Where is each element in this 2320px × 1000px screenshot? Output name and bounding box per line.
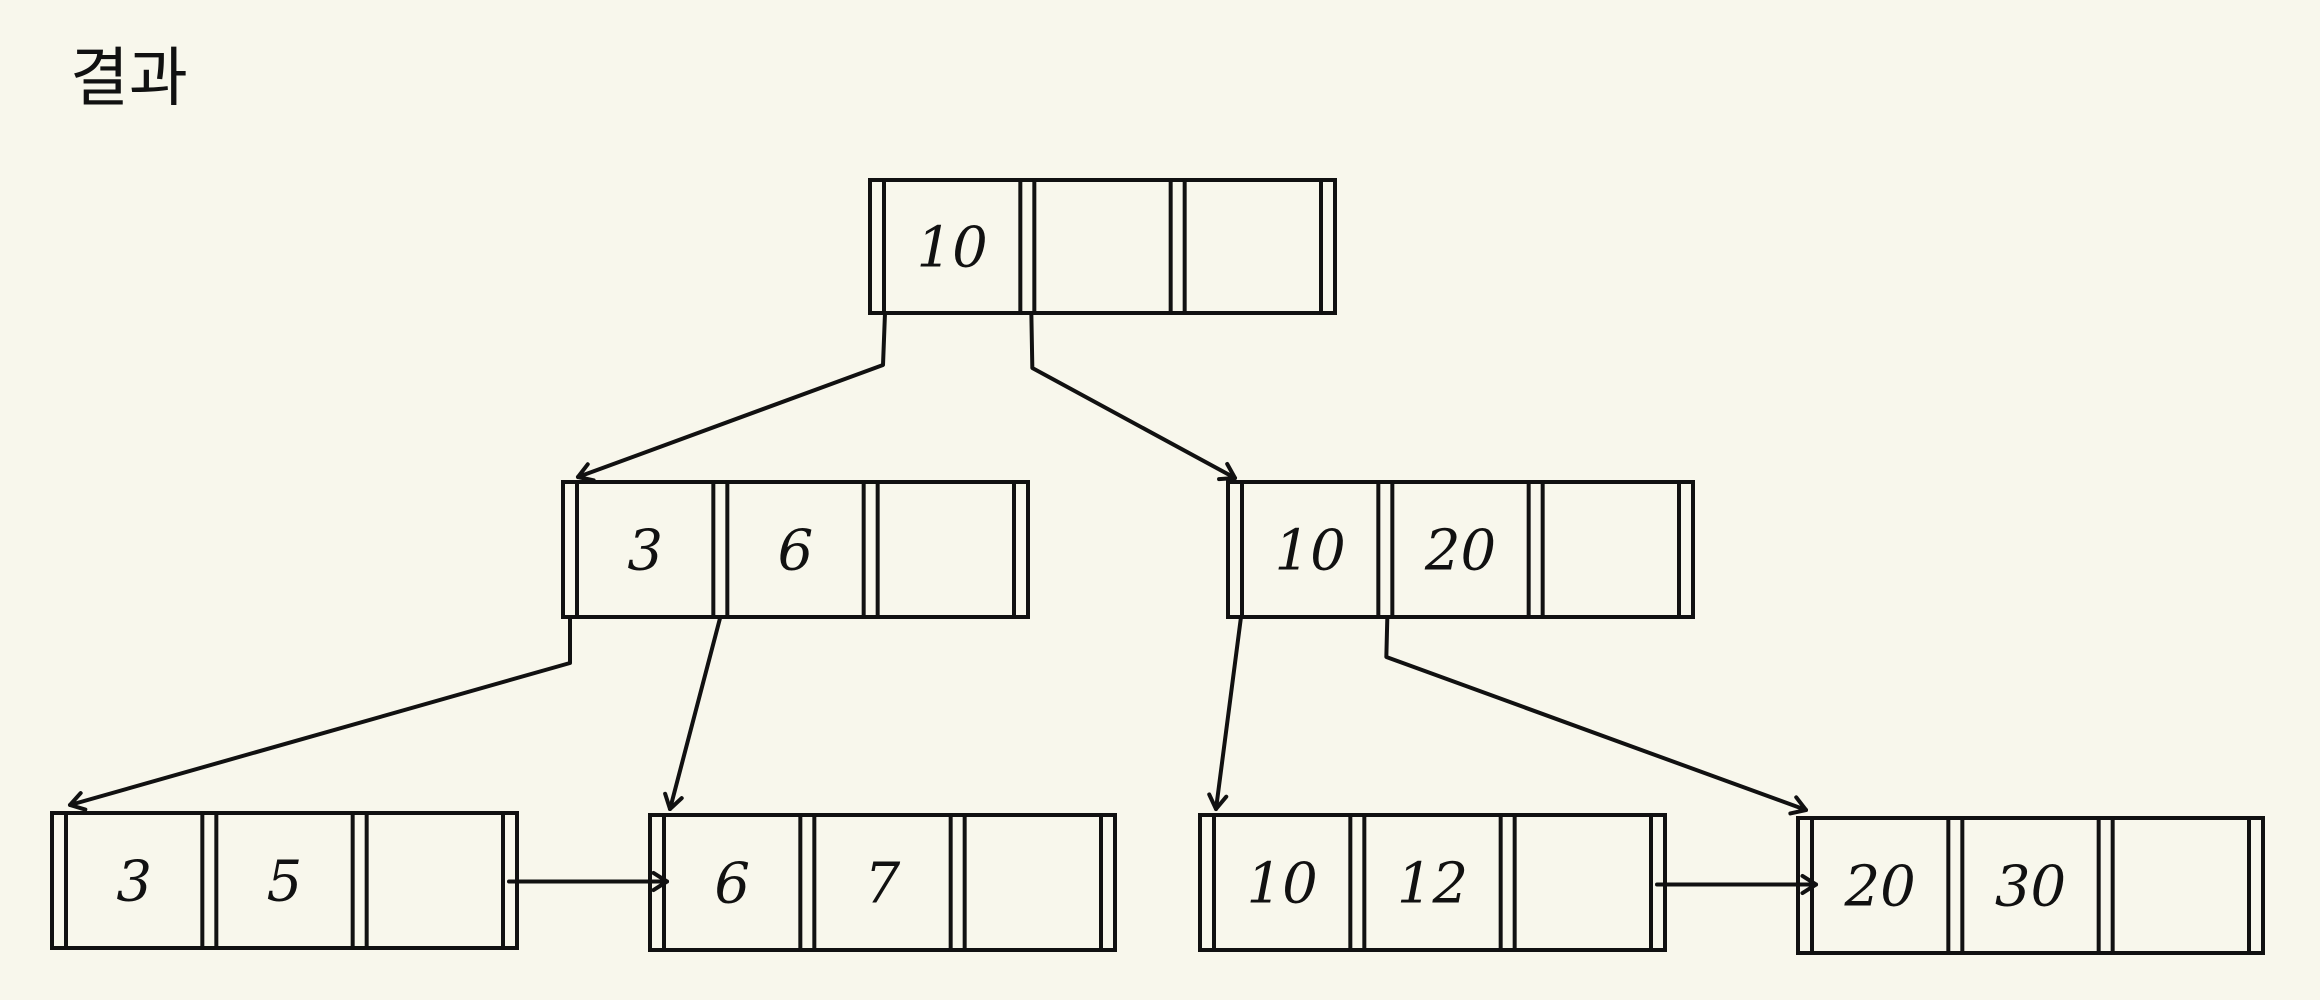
- edge-root-to-internal-1-arrowhead: [576, 462, 596, 483]
- leaf-node-1-key-2: 5: [267, 850, 303, 915]
- leaf-node-3: 10 12: [1198, 813, 1667, 952]
- internal-node-1-frame: [561, 480, 1030, 619]
- leaf-node-4-key-2: 30: [1995, 855, 2066, 920]
- internal-node-2-frame: [1226, 480, 1695, 619]
- leaf-node-3-key-1: 10: [1247, 852, 1318, 917]
- internal-node-2-key-1: 10: [1275, 519, 1346, 584]
- edge-internal-1-to-leaf-1-arrowhead: [68, 791, 88, 812]
- leaf-node-3-frame: [1198, 813, 1667, 952]
- edge-internal-2-to-leaf-4: [1384, 615, 1808, 812]
- edge-internal-1-to-leaf-1: [68, 615, 572, 807]
- diagram-title: 결과: [70, 42, 188, 116]
- internal-node-2: 10 20: [1226, 480, 1695, 619]
- leaf-node-2-frame: [648, 813, 1117, 952]
- root-node-key-1: 10: [917, 216, 988, 281]
- root-node-frame: [868, 178, 1337, 315]
- leaf-node-4-key-1: 20: [1844, 855, 1916, 920]
- edge-internal-1-to-leaf-2: [668, 615, 723, 811]
- leaf-node-1-key-1: 3: [116, 850, 152, 915]
- edge-internal-1-to-leaf-2-arrowhead: [663, 791, 684, 811]
- root-node: 10: [868, 178, 1337, 315]
- leaf-node-4-frame: [1796, 816, 2265, 955]
- leaf-node-2-key-2: 7: [865, 852, 901, 917]
- nodes: 103 6 10 203 5 6 7 10 12 20 30: [50, 178, 2265, 955]
- edge-internal-2-to-leaf-3: [1214, 615, 1243, 811]
- edge-root-to-internal-2: [1029, 311, 1237, 480]
- leaf-node-4: 20 30: [1796, 816, 2265, 955]
- edge-root-to-internal-1: [576, 311, 887, 479]
- leaf-node-3-key-2: 12: [1397, 852, 1468, 917]
- edges: [68, 311, 1818, 896]
- leaf-node-1-frame: [50, 811, 519, 950]
- internal-node-1-key-2: 6: [778, 519, 814, 584]
- edge-internal-2-to-leaf-4-arrowhead: [1788, 795, 1808, 816]
- edge-root-to-internal-2-arrowhead: [1217, 462, 1237, 482]
- internal-node-1-key-1: 3: [627, 519, 663, 584]
- edge-internal-2-to-leaf-3-arrowhead: [1207, 792, 1229, 811]
- internal-node-2-key-2: 20: [1424, 519, 1496, 584]
- edge-leaf-1-to-leaf-2-arrowhead: [651, 870, 669, 893]
- edge-leaf-3-to-leaf-4-arrowhead: [1800, 873, 1818, 896]
- leaf-node-2-key-1: 6: [714, 852, 750, 917]
